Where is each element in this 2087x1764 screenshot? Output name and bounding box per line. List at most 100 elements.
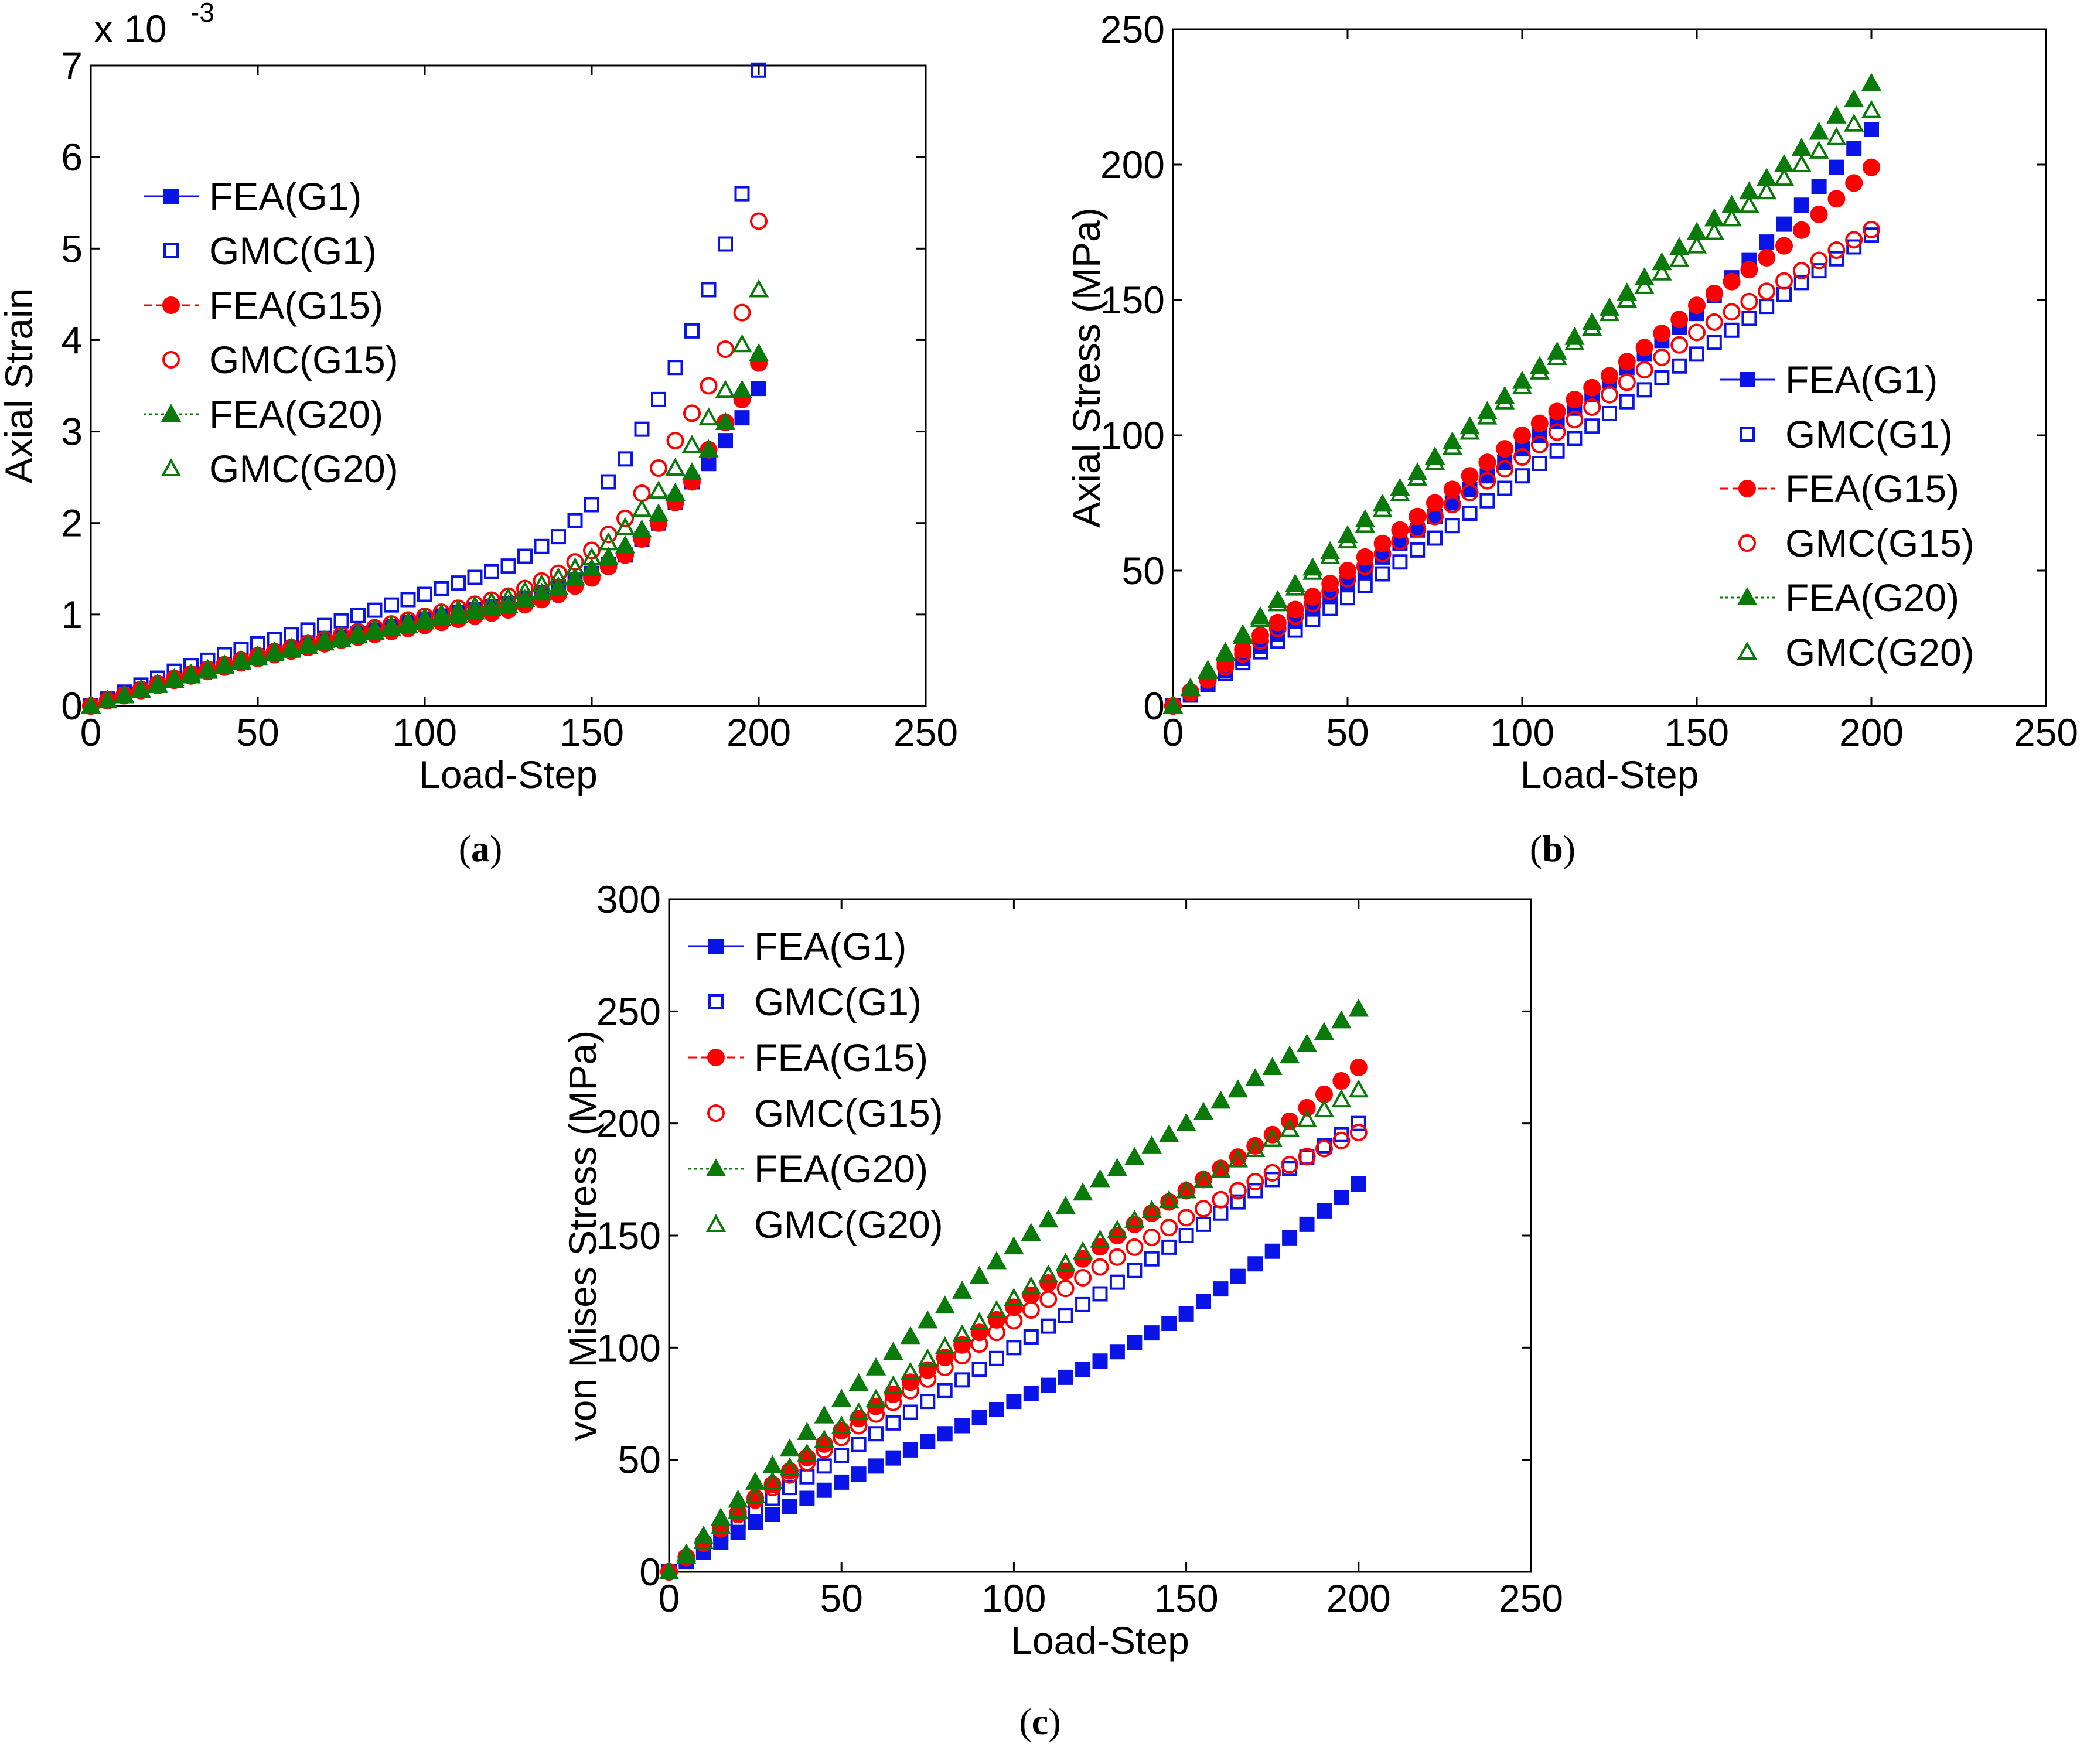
data-point — [1846, 239, 1862, 255]
data-point — [1758, 248, 1776, 267]
data-point — [883, 1342, 903, 1360]
data-point — [1635, 339, 1653, 357]
data-point — [632, 519, 652, 538]
data-point — [1461, 483, 1479, 501]
data-point — [1262, 1057, 1283, 1075]
legend-c: FEA(G1) GMC(G1) FEA(G15) GMC(G15) FEA(G20) GM… — [688, 924, 943, 1246]
data-point — [1827, 241, 1846, 259]
data-point — [1424, 452, 1445, 470]
data-point — [698, 407, 719, 426]
data-point — [583, 541, 601, 559]
data-point — [214, 654, 235, 673]
data-point — [1547, 347, 1567, 365]
data-point — [1141, 1200, 1162, 1219]
data-point — [1861, 73, 1882, 91]
data-point — [779, 1438, 800, 1457]
legend-label: FEA(G15) — [209, 284, 383, 327]
data-point — [451, 575, 466, 591]
data-point — [1229, 1182, 1247, 1200]
data-point — [1127, 1263, 1143, 1278]
data-point — [1723, 272, 1741, 291]
y-tick-label: 200 — [1100, 143, 1165, 186]
data-point — [762, 1455, 783, 1473]
data-point — [1144, 1251, 1160, 1267]
data-point — [1634, 276, 1655, 294]
data-point — [267, 632, 282, 647]
data-point — [684, 323, 700, 339]
data-point — [1144, 1325, 1160, 1341]
data-point — [1041, 1318, 1056, 1334]
data-point — [750, 212, 768, 230]
data-point — [969, 1312, 990, 1330]
data-point — [918, 1310, 938, 1329]
data-point — [314, 630, 335, 648]
data-point — [1005, 1298, 1023, 1316]
y-multiplier-exponent: -3 — [190, 0, 214, 28]
data-point — [971, 1362, 987, 1377]
legend-label: FEA(G1) — [209, 175, 362, 218]
data-point — [728, 1489, 748, 1508]
chart-c: 0 50 100 150 200 250 0 50 100 150 200 250 300 Load-St… — [561, 878, 1563, 1742]
data-point — [615, 535, 636, 554]
data-point — [952, 1281, 973, 1299]
chart-b: 0 50 100 150 200 250 0 50 100 150 200 250 Load-Step A… — [1065, 8, 2078, 869]
data-point — [815, 1441, 833, 1459]
data-point — [868, 1458, 884, 1474]
data-point — [1373, 545, 1392, 563]
legend-marker — [163, 243, 179, 258]
data-point — [1264, 1172, 1280, 1188]
data-point — [1705, 313, 1723, 331]
data-point — [1566, 411, 1584, 429]
data-point — [1058, 1308, 1073, 1323]
data-point — [347, 622, 369, 641]
chart-a: 0 50 100 150 200 250 0 1 2 3 4 5 6 7 Load-Step Axial St… — [0, 0, 958, 869]
data-point — [1332, 1131, 1351, 1149]
data-point — [884, 1393, 902, 1411]
data-point — [634, 421, 650, 437]
data-point — [666, 432, 684, 450]
data-point — [920, 1434, 936, 1450]
data-point — [567, 513, 583, 528]
x-tick-label: 100 — [1490, 711, 1554, 754]
data-point — [1461, 467, 1479, 485]
data-point — [1829, 251, 1844, 267]
data-point — [1180, 678, 1201, 697]
data-point — [1791, 154, 1812, 172]
legend-marker — [705, 1158, 727, 1176]
data-point — [1356, 557, 1374, 575]
data-point — [650, 459, 667, 477]
data-point — [885, 1450, 901, 1466]
y-axis-label: von Mises Stress (MPa) — [561, 1031, 604, 1441]
data-point — [1618, 373, 1636, 391]
data-point — [1566, 391, 1584, 409]
legend-label: GMC(G15) — [754, 1091, 943, 1135]
data-point — [1791, 138, 1812, 156]
series-FEA(G20) — [80, 343, 769, 714]
data-point — [834, 1448, 850, 1463]
legend-a: FEA(G1) GMC(G1) FEA(G15) GMC(G15) FEA(G20) GM… — [144, 175, 398, 490]
data-point — [1739, 195, 1759, 213]
data-point — [1161, 1239, 1177, 1255]
data-point — [1688, 296, 1706, 315]
legend-label: GMC(G15) — [209, 338, 398, 381]
data-point — [1792, 221, 1810, 239]
data-point — [1669, 237, 1690, 255]
y-tick-label: 0 — [61, 684, 83, 728]
data-point — [698, 439, 719, 458]
data-point — [1829, 159, 1844, 175]
data-point — [1741, 311, 1757, 326]
data-point — [648, 480, 669, 499]
data-point — [1251, 626, 1269, 644]
data-point — [384, 597, 399, 613]
data-point — [1314, 1099, 1335, 1117]
y-tick-label: 0 — [1143, 684, 1165, 728]
data-point — [1234, 645, 1252, 663]
data-point — [1443, 496, 1461, 514]
data-point — [1279, 1045, 1300, 1064]
data-point — [1227, 1149, 1249, 1168]
x-axis-label: Load-Step — [1520, 753, 1699, 796]
data-point — [317, 617, 332, 633]
data-point — [1339, 569, 1356, 588]
data-point — [1864, 227, 1879, 243]
y-tick-label: 200 — [596, 1102, 661, 1145]
